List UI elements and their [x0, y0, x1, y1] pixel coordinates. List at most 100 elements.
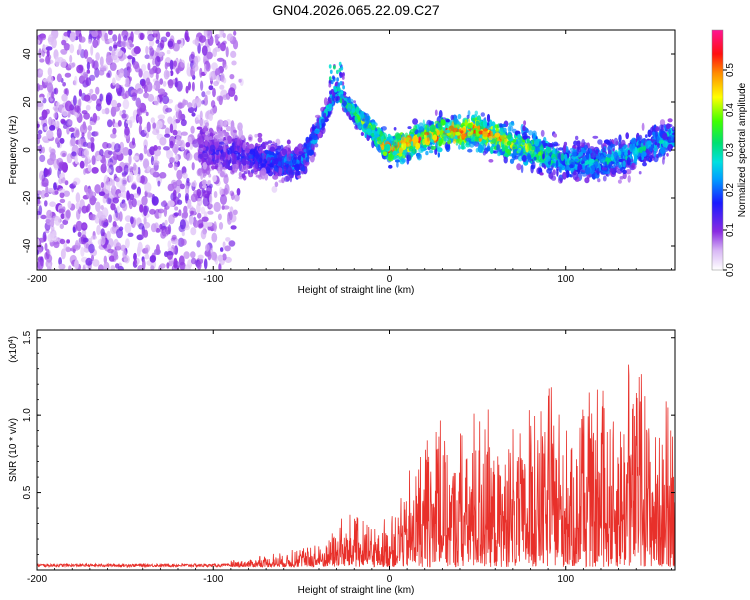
- heatmap-cell: [454, 135, 459, 140]
- y-tick-label: 1.0: [22, 408, 33, 422]
- heatmap-cell: [340, 93, 343, 99]
- heatmap-cell: [218, 263, 222, 270]
- heatmap-cell: [636, 142, 639, 146]
- heatmap-cell: [126, 62, 132, 70]
- heatmap-cell: [104, 107, 110, 115]
- heatmap-cell: [88, 243, 95, 254]
- heatmap-cell: [630, 162, 637, 170]
- heatmap-cell: [467, 110, 471, 117]
- heatmap-cell: [160, 231, 167, 239]
- heatmap-cell: [217, 166, 221, 174]
- heatmap-cell: [37, 129, 43, 135]
- heatmap-cell: [582, 163, 586, 171]
- heatmap-cell: [107, 181, 112, 187]
- heatmap-cell: [39, 154, 46, 163]
- heatmap-cell: [129, 116, 136, 123]
- heatmap-cell: [69, 127, 75, 132]
- heatmap-cell: [83, 49, 89, 59]
- snr-ylabel: SNR (10 * v/v): [8, 418, 19, 482]
- heatmap-cell: [127, 55, 133, 60]
- heatmap-cell: [466, 114, 470, 119]
- heatmap-cell: [108, 255, 115, 262]
- heatmap-cell: [191, 112, 196, 117]
- heatmap-cell: [393, 127, 397, 131]
- heatmap-cell: [107, 70, 112, 79]
- heatmap-cell: [457, 135, 460, 139]
- heatmap-cell: [197, 154, 203, 159]
- heatmap-cell: [569, 164, 574, 169]
- heatmap-cell: [74, 156, 78, 164]
- heatmap-cell: [69, 32, 77, 38]
- heatmap-cell: [196, 126, 203, 130]
- heatmap-cell: [437, 147, 443, 153]
- heatmap-cell: [219, 84, 225, 90]
- heatmap-cell: [671, 126, 675, 132]
- heatmap-cell: [612, 148, 615, 152]
- heatmap-cell: [633, 154, 638, 163]
- y-tick-label: -20: [22, 190, 33, 205]
- heatmap-cell: [243, 141, 247, 146]
- heatmap-cell: [597, 139, 603, 145]
- heatmap-cell: [65, 246, 71, 253]
- heatmap-cell: [362, 122, 369, 130]
- heatmap-cell: [164, 219, 168, 226]
- heatmap-cell: [250, 150, 256, 155]
- heatmap-cell: [129, 43, 135, 48]
- heatmap-cell: [212, 175, 217, 183]
- heatmap-cell: [489, 147, 494, 155]
- heatmap-cell: [427, 146, 431, 151]
- heatmap-cell: [145, 45, 149, 55]
- heatmap-cell: [127, 232, 134, 237]
- heatmap-cell: [150, 265, 155, 270]
- heatmap-cell: [245, 168, 249, 172]
- heatmap-cell: [221, 151, 227, 158]
- heatmap-cell: [206, 90, 211, 95]
- heatmap-cell: [111, 54, 118, 60]
- heatmap-cell: [398, 152, 403, 157]
- heatmap-cell: [110, 133, 117, 139]
- heatmap-cell: [66, 239, 70, 244]
- heatmap-xlabel: Height of straight line (km): [298, 285, 415, 296]
- heatmap-cell: [552, 156, 557, 162]
- heatmap-cell: [522, 125, 526, 132]
- heatmap-cell: [222, 241, 226, 249]
- heatmap-cell: [184, 193, 190, 201]
- heatmap-cell: [205, 62, 211, 72]
- heatmap-cell: [553, 133, 557, 138]
- heatmap-cell: [224, 245, 231, 252]
- heatmap-cell: [78, 89, 82, 97]
- colorbar-tick-label: 0.0: [725, 263, 736, 277]
- colorbar-ticks: 0.00.10.20.30.40.5: [723, 63, 736, 277]
- heatmap-cell: [143, 144, 148, 155]
- heatmap-cell: [124, 83, 131, 88]
- heatmap-cell: [528, 130, 533, 136]
- heatmap-cell: [205, 166, 211, 175]
- heatmap-cell: [46, 82, 54, 93]
- heatmap-cell: [492, 125, 496, 135]
- heatmap-cell: [64, 72, 72, 78]
- heatmap-cell: [672, 132, 675, 136]
- x-tick-label: -100: [203, 574, 223, 585]
- heatmap-cell: [613, 161, 617, 167]
- heatmap-cell: [201, 184, 207, 189]
- heatmap-cell: [298, 143, 302, 150]
- heatmap-cell: [138, 153, 144, 161]
- heatmap-cell: [415, 142, 421, 150]
- heatmap-cell: [154, 55, 161, 67]
- heatmap-cell: [238, 162, 242, 166]
- heatmap-cell: [212, 48, 217, 58]
- heatmap-cell: [58, 257, 62, 266]
- heatmap-cell: [276, 166, 279, 173]
- heatmap-cell: [668, 135, 674, 143]
- heatmap-cell: [191, 257, 197, 265]
- heatmap-cell: [133, 155, 139, 161]
- heatmap-cell: [116, 102, 122, 108]
- heatmap-cell: [86, 61, 90, 71]
- x-tick-label: 100: [557, 274, 574, 285]
- heatmap-cell: [206, 181, 210, 187]
- heatmap-cell: [139, 204, 144, 213]
- heatmap-cell: [486, 122, 490, 126]
- heatmap-cell: [236, 137, 240, 146]
- heatmap-cell: [90, 93, 98, 101]
- heatmap-cell: [37, 145, 42, 150]
